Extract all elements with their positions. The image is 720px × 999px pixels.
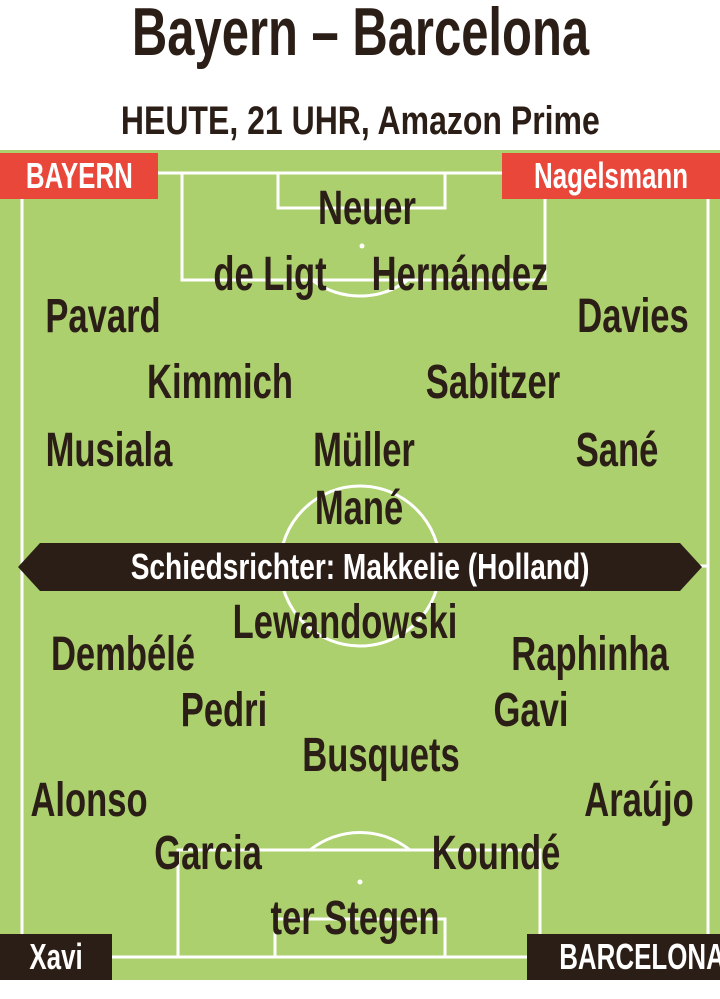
broadcast-info: HEUTE, 21 UHR, Amazon Prime xyxy=(120,99,600,143)
player-bayern: Musiala xyxy=(45,424,173,477)
match-title: Bayern – Barcelona xyxy=(131,0,589,70)
player-barcelona: Dembélé xyxy=(50,628,196,681)
referee-banner: Schiedsrichter: Makkelie (Holland) xyxy=(18,543,702,591)
player-barcelona: Pedri xyxy=(180,684,268,737)
barcelona-coach: Xavi xyxy=(0,934,112,980)
player-bayern: Sané xyxy=(575,424,659,477)
referee-banner-shape xyxy=(18,543,702,591)
player-bayern: Mané xyxy=(314,482,404,535)
player-bayern: Müller xyxy=(313,424,415,477)
player-bayern: de Ligt xyxy=(213,248,327,301)
player-barcelona: ter Stegen xyxy=(270,892,440,945)
pitch: BAYERN Nagelsmann Xavi BARCELONA Schieds… xyxy=(0,150,720,980)
player-bayern: Sabitzer xyxy=(425,356,561,409)
player-barcelona: Lewandowski xyxy=(232,596,458,649)
bayern-coach: Nagelsmann xyxy=(502,153,720,199)
player-bayern: Neuer xyxy=(318,182,416,235)
player-bayern: Pavard xyxy=(45,290,161,343)
player-bayern: Kimmich xyxy=(147,356,293,409)
player-barcelona: Raphinha xyxy=(511,628,669,681)
player-bayern: Davies xyxy=(577,290,689,343)
player-barcelona: Garcia xyxy=(154,827,262,880)
player-barcelona: Gavi xyxy=(493,684,569,737)
player-barcelona: Alonso xyxy=(30,774,148,827)
player-bayern: Hernández xyxy=(371,248,549,301)
player-barcelona: Araújo xyxy=(584,774,694,827)
player-barcelona: Koundé xyxy=(431,827,561,880)
bayern-label: BAYERN xyxy=(0,153,158,199)
barcelona-label: BARCELONA xyxy=(527,934,720,980)
player-barcelona: Busquets xyxy=(302,729,460,782)
